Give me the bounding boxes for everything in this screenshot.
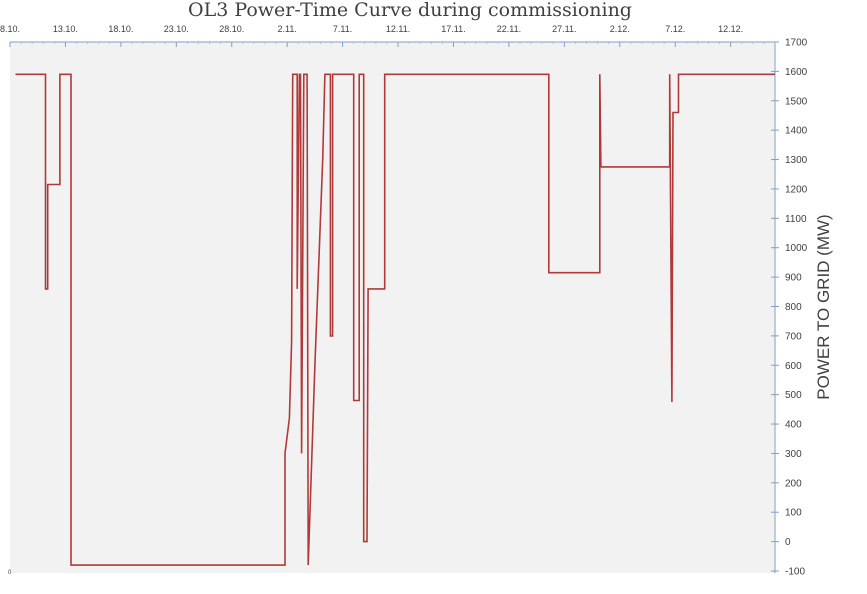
corner-label: 0 bbox=[8, 570, 12, 576]
y-tick-label: 100 bbox=[785, 508, 802, 519]
y-tick-label: 1000 bbox=[785, 243, 808, 254]
y-tick-label: 200 bbox=[785, 478, 802, 489]
x-tick-label: 28.10. bbox=[219, 24, 244, 34]
plot-area bbox=[10, 42, 775, 573]
y-tick-label: 1200 bbox=[785, 184, 808, 195]
y-tick-label: 800 bbox=[785, 302, 802, 313]
x-tick-label: 8.10. bbox=[0, 24, 20, 34]
y-axis-label: POWER TO GRID (MW) bbox=[814, 214, 833, 399]
x-tick-label: 22.11. bbox=[497, 24, 521, 34]
x-tick-label: 12.12. bbox=[718, 24, 743, 34]
x-tick-label: 2.11. bbox=[277, 24, 296, 34]
x-tick-label: 17.11. bbox=[441, 24, 465, 34]
y-tick-label: 1600 bbox=[785, 67, 808, 78]
x-tick-label: 7.12. bbox=[665, 24, 685, 34]
y-tick-label: 1300 bbox=[785, 155, 808, 166]
y-tick-label: 400 bbox=[785, 420, 802, 431]
x-tick-label: 12.11. bbox=[386, 24, 410, 34]
x-tick-label: 2.12. bbox=[610, 24, 630, 34]
y-tick-label: 700 bbox=[785, 331, 802, 342]
y-axis-ticks: -100 0 100 200 300 400 500 600 700 800 900 1000 1100… bbox=[771, 38, 808, 578]
x-tick-label: 18.10. bbox=[108, 24, 133, 34]
series-layer bbox=[15, 73, 775, 566]
y-tick-label: 300 bbox=[785, 449, 802, 460]
x-tick-label: 27.11. bbox=[552, 24, 576, 34]
y-tick-label: 500 bbox=[785, 390, 802, 401]
chart-title: OL3 Power-Time Curve during commissionin… bbox=[188, 0, 632, 21]
y-tick-label: -100 bbox=[785, 567, 805, 578]
y-tick-label: 1700 bbox=[785, 38, 808, 49]
y-tick-label: 600 bbox=[785, 361, 802, 372]
series-line-0 bbox=[15, 73, 775, 566]
y-tick-label: 1500 bbox=[785, 96, 808, 107]
x-tick-label: 13.10. bbox=[53, 24, 78, 34]
x-tick-label: 7.11. bbox=[333, 24, 352, 34]
y-tick-label: 1100 bbox=[785, 214, 807, 225]
x-axis-ticks: 8.10. 13.10. 18.10. 23.10. 28.10. 2.11. 7.11. 1… bbox=[0, 24, 776, 47]
y-tick-label: 900 bbox=[785, 273, 802, 284]
x-tick-label: 23.10. bbox=[164, 24, 189, 34]
y-tick-label: 1400 bbox=[785, 126, 808, 137]
y-tick-label: 0 bbox=[785, 537, 791, 548]
